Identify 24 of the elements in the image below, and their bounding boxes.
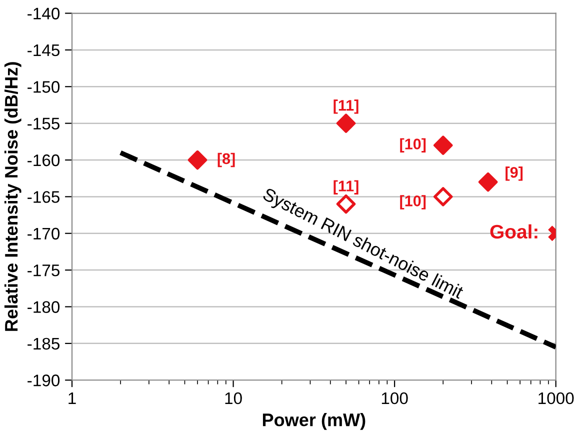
x-tick-label: 10: [225, 392, 242, 404]
x-tick-label: 100: [382, 392, 408, 404]
y-tick-label: -170: [28, 228, 60, 240]
annotation: [11]: [334, 180, 358, 194]
y-tick-label: -180: [28, 301, 60, 313]
y-tick-label: -140: [28, 8, 60, 20]
y-tick-label: -175: [28, 264, 60, 276]
y-tick-label: -150: [28, 81, 60, 93]
annotation: [10]: [400, 138, 426, 152]
annotation: [9]: [506, 166, 523, 181]
annotation: [10]: [400, 195, 426, 210]
y-tick-label: -185: [28, 338, 60, 350]
y-tick-label: -160: [28, 154, 60, 166]
annotation: [8]: [218, 152, 235, 168]
y-tick-label: -155: [28, 118, 60, 130]
y-tick-label: -190: [28, 374, 60, 386]
x-axis-title: Power (mW): [262, 413, 366, 430]
annotation: [11]: [334, 100, 358, 114]
annotation: Goal:: [490, 224, 538, 239]
x-tick-label: 1000: [538, 392, 574, 404]
y-tick-label: -145: [28, 44, 60, 56]
y-axis-title: Relative Intensity Noise (dB/Hz): [4, 62, 22, 331]
y-tick-label: -165: [28, 191, 60, 203]
x-tick-label: 1: [68, 392, 76, 404]
